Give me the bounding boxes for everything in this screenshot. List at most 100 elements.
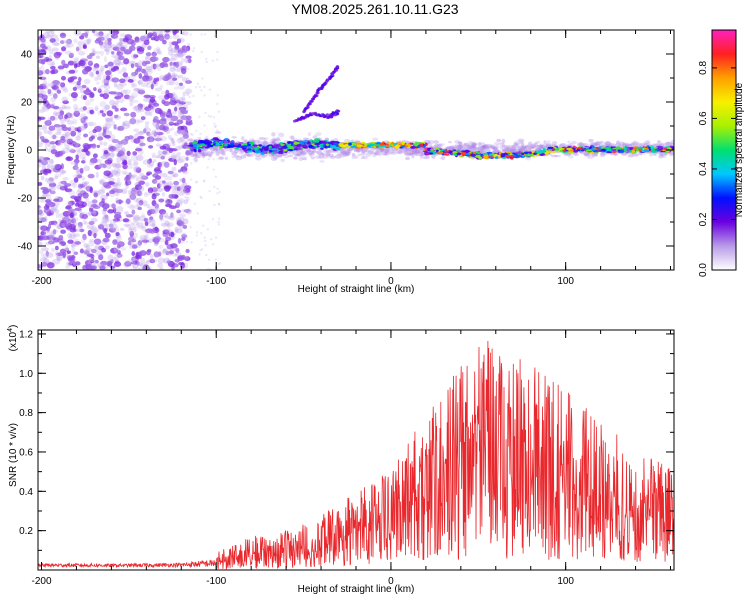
spectrogram-cell bbox=[185, 80, 192, 84]
spectrogram-cell bbox=[38, 116, 46, 120]
spectrogram-cell bbox=[79, 248, 84, 254]
spectrogram-cell bbox=[292, 156, 298, 160]
spectrogram-cell bbox=[583, 153, 590, 156]
spectrogram-cell bbox=[496, 138, 502, 143]
spectrogram-cell bbox=[53, 163, 61, 169]
spectrogram-cell bbox=[212, 146, 218, 151]
spectrogram-cell bbox=[142, 159, 151, 165]
spectrogram-cell bbox=[88, 130, 93, 135]
spectrogram-cell bbox=[42, 193, 48, 197]
spectrogram-cell bbox=[160, 91, 166, 95]
spectrogram-cell bbox=[135, 252, 140, 259]
spectrogram-cell bbox=[77, 130, 82, 138]
spectrogram-cell bbox=[132, 263, 139, 270]
spectrogram-cell bbox=[74, 238, 80, 243]
spectrogram-cell bbox=[258, 137, 266, 140]
spectrogram-cell bbox=[174, 258, 179, 263]
spectrogram-cell bbox=[167, 222, 174, 227]
spectrogram-cell bbox=[171, 155, 177, 160]
spectrogram-image bbox=[38, 30, 674, 270]
spectrogram-cell bbox=[50, 206, 56, 212]
spectrogram-cell bbox=[116, 168, 121, 174]
spectrogram-cell bbox=[52, 223, 59, 227]
spectrogram-cell bbox=[307, 132, 311, 137]
spectrogram-cell bbox=[88, 71, 94, 77]
spectrogram-cell bbox=[133, 232, 138, 239]
spectrogram-cell bbox=[64, 222, 73, 230]
spectrogram-cell bbox=[198, 115, 201, 118]
spectrogram-cell bbox=[123, 88, 131, 95]
spectrogram-cell bbox=[48, 185, 55, 190]
spectrogram-cell bbox=[128, 45, 136, 52]
spectrogram-cell bbox=[170, 137, 175, 144]
spectrogram-cell bbox=[100, 45, 105, 49]
spectrogram-cell bbox=[54, 125, 62, 132]
spectrogram-cell bbox=[140, 116, 146, 121]
spectrogram-cell bbox=[53, 42, 61, 47]
spectrogram-cell bbox=[588, 138, 594, 143]
spectrogram-cell bbox=[215, 149, 222, 155]
spectrogram-cell bbox=[184, 195, 187, 199]
spectrogram-cell bbox=[93, 246, 101, 250]
spectrogram-cell bbox=[429, 152, 434, 155]
spectrogram-cell bbox=[121, 67, 127, 73]
spectrogram-cell bbox=[49, 115, 56, 121]
spectrogram-cell bbox=[114, 191, 120, 197]
spectrogram-cell bbox=[184, 101, 192, 106]
spectrogram-cell bbox=[173, 173, 179, 178]
spectrogram-cell bbox=[391, 150, 396, 154]
spectrogram-cell bbox=[465, 152, 470, 156]
spectrogram-cell bbox=[86, 224, 95, 230]
spectrogram-cell bbox=[543, 140, 547, 145]
spectrogram-cell bbox=[73, 103, 78, 110]
spectrogram-cell bbox=[154, 155, 160, 159]
spectrogram-cell bbox=[151, 56, 159, 62]
spectrogram-cell bbox=[75, 46, 80, 52]
spectrogram-cell bbox=[96, 158, 102, 164]
spectrogram-cell bbox=[117, 241, 125, 247]
spectrogram-cell bbox=[196, 82, 200, 86]
spectrogram-cell bbox=[152, 63, 157, 70]
spectrogram-cell bbox=[138, 73, 143, 79]
spectrogram-cell bbox=[160, 222, 168, 227]
spectrogram-cell bbox=[136, 225, 145, 229]
spectrogram-cell bbox=[62, 88, 69, 93]
spectrogram-cell bbox=[258, 144, 262, 147]
spectrogram-cell bbox=[156, 232, 160, 238]
spectrogram-cell bbox=[611, 148, 617, 152]
spectrogram-cell bbox=[114, 256, 120, 261]
spectrogram-cell bbox=[193, 157, 198, 162]
figure-title: YM08.2025.261.10.11.G23 bbox=[291, 1, 458, 17]
spectrogram-cell bbox=[120, 155, 128, 161]
spectrogram-cell bbox=[200, 232, 203, 235]
spectrogram-cell bbox=[168, 157, 176, 162]
spectrogram-cell bbox=[171, 189, 179, 195]
spectrogram-cell bbox=[273, 151, 278, 154]
spectrogram-cell bbox=[131, 244, 138, 249]
spectrogram-cell bbox=[187, 120, 190, 123]
spectrogram-cell bbox=[190, 132, 193, 136]
spectrogram-cell bbox=[66, 138, 73, 145]
spectrogram-cell bbox=[43, 253, 49, 260]
spectrogram-cell bbox=[518, 148, 525, 152]
spectrogram-cell bbox=[379, 142, 386, 146]
spectrogram-cell bbox=[192, 140, 198, 145]
spectrogram-cell bbox=[98, 31, 104, 37]
spectrogram-cell bbox=[59, 110, 65, 116]
spectrogram-cell bbox=[135, 118, 140, 125]
spectrogram-cell bbox=[54, 200, 60, 207]
spectrogram-cell bbox=[49, 190, 56, 195]
spectrogram-cell bbox=[269, 141, 276, 144]
spectrogram-cell bbox=[171, 166, 177, 172]
spectrogram-cell bbox=[103, 89, 110, 95]
spectrogram-cell bbox=[127, 79, 134, 83]
spectrogram-cell bbox=[114, 211, 122, 216]
spectrogram-cell bbox=[133, 137, 141, 144]
spectrogram-cell bbox=[81, 238, 86, 244]
spectrogram-cell bbox=[120, 246, 127, 251]
spectrogram-cell bbox=[179, 136, 185, 143]
spectrogram-cell bbox=[219, 145, 223, 150]
spectrogram-cell bbox=[127, 189, 136, 196]
spectrogram-cell bbox=[173, 122, 180, 126]
spectrogram-cell bbox=[165, 251, 173, 256]
